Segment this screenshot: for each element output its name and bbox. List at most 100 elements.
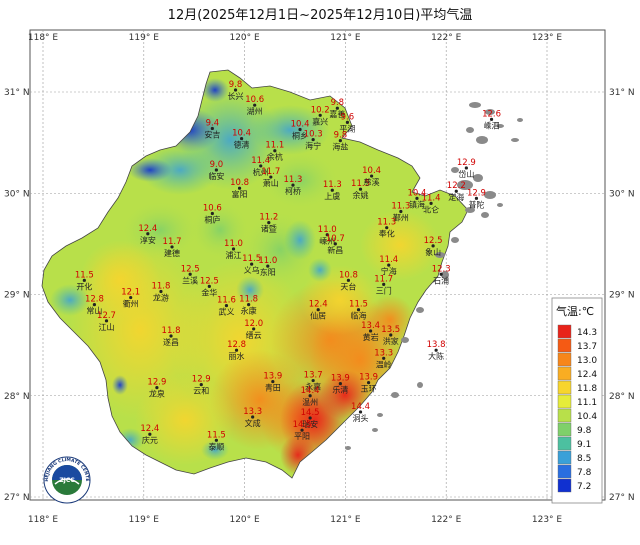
station-dot — [338, 382, 342, 386]
station: 9.6 平湖 — [339, 112, 355, 133]
station: 11.7建德 — [163, 237, 182, 258]
station-value: 14.4 — [351, 402, 370, 412]
station-name: 桐乡 — [292, 130, 308, 140]
station: 11.5余姚 — [351, 179, 370, 200]
legend-value: 14.3 — [577, 328, 597, 338]
station-dot — [273, 149, 277, 153]
station: 10.8天台 — [339, 270, 358, 291]
legend-swatch — [557, 450, 572, 465]
station: 11.4杭州 — [251, 156, 270, 177]
station-name: 永嘉 — [305, 382, 321, 392]
station: 13.3文成 — [243, 407, 262, 428]
station: 9.8嘉善 — [329, 98, 345, 119]
station-value: 13.3 — [374, 348, 393, 358]
station: 12.5兰溪 — [181, 264, 200, 285]
station-dot — [247, 303, 251, 307]
island — [497, 203, 503, 207]
temperature-zone — [140, 145, 220, 195]
lon-label-bottom: 119° E — [129, 515, 160, 525]
station-value: 12.9 — [457, 158, 476, 168]
station-name: 建德 — [164, 248, 180, 258]
legend-value: 11.1 — [577, 398, 597, 408]
station: 11.3鄞州 — [391, 201, 410, 222]
station-dot — [369, 329, 373, 333]
temperature-zone — [260, 150, 340, 210]
station: 10.4桐乡 — [291, 119, 310, 140]
station-value: 11.5 — [351, 179, 370, 189]
lat-label-left: 31° N — [4, 88, 30, 98]
station-dot — [266, 264, 270, 268]
station-dot — [210, 211, 214, 216]
lon-label-top: 121° E — [330, 33, 361, 43]
station-value: 12.4 — [138, 224, 157, 234]
station-dot — [489, 117, 494, 121]
station-value: 12.8 — [85, 295, 104, 305]
temperature-zone — [80, 240, 160, 320]
station: 10.6桐庐 — [203, 204, 222, 225]
station-name: 嵊泗 — [484, 120, 500, 130]
temperature-zone — [250, 105, 330, 155]
station: 11.7三门 — [374, 274, 393, 295]
station-value: 14.4 — [301, 386, 320, 396]
island — [451, 237, 459, 243]
axis-ticks: 118° E 118° E 119° E 119° E 120° E 120° E 121°… — [4, 33, 635, 525]
lon-label-bottom: 121° E — [330, 515, 361, 525]
temperature-zone — [284, 220, 316, 260]
station-value: 12.4 — [309, 300, 328, 310]
station-name: 兰溪 — [182, 275, 198, 285]
station-name: 乐清 — [332, 385, 348, 395]
temperature-zone — [120, 200, 200, 260]
station-name: 临安 — [208, 171, 224, 181]
legend-swatch — [557, 408, 572, 423]
station-dot — [358, 410, 363, 414]
lat-label-right: 30° N — [609, 189, 635, 199]
lon-label-bottom: 120° E — [229, 515, 260, 525]
station-name: 湖州 — [247, 107, 263, 116]
lat-label-left: 28° N — [4, 392, 30, 402]
station-value: 12.8 — [227, 340, 246, 350]
station-dot — [214, 438, 218, 442]
station-dot — [300, 428, 304, 432]
station-name: 长兴 — [228, 91, 244, 101]
station-name: 常山 — [86, 306, 102, 316]
station-name: 诸暨 — [261, 225, 277, 234]
legend-value: 13.0 — [577, 356, 597, 366]
station: 13.9乐清 — [331, 374, 350, 395]
station-name: 嘉善 — [329, 109, 345, 119]
station-dot — [92, 303, 97, 307]
station-name: 杭州 — [253, 167, 269, 177]
station-dot — [214, 168, 218, 172]
station-name: 玉环 — [361, 385, 377, 394]
station-value: 12.9 — [192, 375, 211, 385]
station-name: 浦江 — [226, 250, 242, 260]
station: 12.8常山 — [85, 295, 104, 316]
station-name: 义乌 — [244, 265, 260, 275]
station: 12.7江山 — [97, 311, 116, 332]
station-value: 10.4 — [407, 188, 426, 198]
station-value: 12.5 — [200, 276, 219, 286]
station-value: 9.8 — [229, 80, 243, 90]
station: 11.4北仑 — [422, 193, 441, 214]
station-dot — [269, 175, 273, 179]
station: 11.8永康 — [239, 295, 258, 316]
station: 12.9岱山 — [457, 158, 476, 179]
station-value: 10.7 — [326, 234, 345, 244]
station-value: 9.8 — [334, 131, 348, 141]
station-dot — [431, 244, 435, 248]
station: 10.4德清 — [232, 129, 251, 150]
station-value: 9.0 — [210, 160, 224, 170]
island — [465, 207, 475, 213]
station: 12.3石浦 — [432, 264, 451, 285]
station-value: 10.6 — [203, 204, 222, 214]
temperature-field — [42, 70, 468, 478]
station: 9.8海盐 — [332, 131, 348, 152]
legend-value: 7.8 — [577, 468, 592, 478]
station-name: 永康 — [241, 306, 257, 316]
station-value: 13.5 — [381, 325, 400, 335]
station-dot — [429, 201, 433, 205]
station: 11.3上虞 — [323, 180, 342, 201]
station: 11.3柯桥 — [284, 175, 303, 196]
station-value: 11.2 — [259, 213, 278, 223]
island — [469, 102, 481, 108]
